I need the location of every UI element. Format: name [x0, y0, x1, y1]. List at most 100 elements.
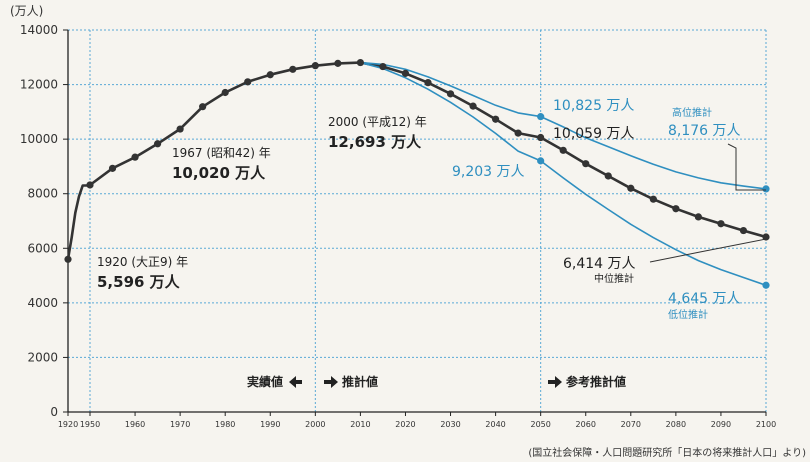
source-note: (国立社会保障・人口問題研究所「日本の将来推計人口」より): [528, 446, 806, 459]
point-marker: [762, 281, 770, 289]
point-marker: [762, 185, 770, 193]
point-marker: [672, 205, 680, 213]
annotation-high-2050: 10,825 万人: [553, 98, 634, 114]
point-marker: [469, 102, 477, 110]
tick-labels: 0 2000 4000 6000 8000 10000 12000 14000 1920 1950…: [20, 23, 776, 429]
x-tick-label: 1960: [125, 420, 145, 429]
y-unit-label: (万人): [10, 4, 43, 18]
x-tick-label: 1970: [170, 420, 190, 429]
point-marker: [604, 172, 612, 180]
point-marker: [266, 71, 274, 79]
point-marker: [356, 58, 364, 67]
series-markers: [64, 58, 770, 289]
x-tick-label: 2020: [395, 420, 415, 429]
annotation-1920-value: 5,596 万人: [97, 273, 181, 291]
phase-labels: 実績値 推計値 参考推計値: [247, 374, 626, 389]
x-tick-label: 2050: [530, 420, 550, 429]
annotation-low-2100: 4,645 万人 低位推計: [668, 291, 741, 321]
x-tick-label: 2060: [576, 420, 596, 429]
y-tick-label: 4000: [27, 296, 58, 310]
arrow-left-icon: [289, 376, 302, 388]
point-marker: [537, 157, 545, 165]
point-marker: [86, 181, 94, 189]
phase-label-actual: 実績値: [247, 374, 283, 389]
point-marker: [694, 213, 703, 221]
point-marker: [379, 62, 387, 71]
x-tick-label: 1920: [58, 420, 78, 429]
annotation-high-value: 8,176 万人: [668, 123, 741, 139]
annotation-1920-year: 1920 (大正9) 年: [97, 255, 188, 269]
point-marker: [334, 59, 342, 67]
point-marker: [582, 160, 590, 168]
y-tick-label: 14000: [20, 23, 58, 37]
annotation-low-label: 低位推計: [668, 308, 708, 321]
point-marker: [762, 233, 770, 241]
annotation-2000: 2000 (平成12) 年 12,693 万人: [328, 115, 427, 151]
y-tick-label: 6000: [27, 241, 58, 255]
phase-label-projection: 推計値: [342, 374, 378, 389]
x-tick-label: 2040: [485, 420, 505, 429]
annotation-1920: 1920 (大正9) 年 5,596 万人: [97, 255, 188, 291]
annotation-high-2100: 高位推計 8,176 万人: [668, 106, 766, 191]
point-marker: [424, 79, 432, 87]
series-line-4: [360, 61, 767, 287]
axes: [63, 29, 767, 416]
y-tick-label: 0: [50, 405, 58, 419]
point-marker: [64, 255, 72, 263]
y-tick-label: 12000: [20, 78, 58, 92]
point-marker: [649, 195, 657, 203]
point-marker: [108, 164, 117, 172]
point-marker: [311, 62, 319, 70]
point-marker: [401, 69, 410, 77]
annotation-mid-2050: 10,059 万人: [553, 126, 634, 142]
annotation-high-label: 高位推計: [672, 106, 712, 119]
x-tick-label: 2010: [350, 420, 370, 429]
annotation-mid-2100: 6,414 万人 中位推計: [563, 238, 767, 285]
y-tick-label: 8000: [27, 187, 58, 201]
point-marker: [739, 226, 748, 235]
point-marker: [446, 90, 455, 98]
x-tick-label: 2100: [756, 420, 776, 429]
point-marker: [244, 78, 252, 86]
point-marker: [717, 220, 725, 228]
annotation-1967-value: 10,020 万人: [172, 164, 266, 182]
point-marker: [176, 125, 184, 133]
point-marker: [199, 103, 207, 111]
point-marker: [627, 184, 635, 192]
x-tick-label: 2090: [711, 420, 731, 429]
point-marker: [492, 115, 500, 123]
arrow-right-icon: [324, 376, 338, 388]
annotation-mid-label: 中位推計: [594, 272, 634, 285]
series-line-3: [360, 61, 767, 190]
x-tick-label: 2080: [666, 420, 686, 429]
point-marker: [514, 129, 522, 137]
leader-mid: [649, 238, 767, 263]
y-tick-label: 2000: [27, 350, 58, 364]
point-marker: [154, 140, 162, 148]
x-tick-label: 1980: [215, 420, 235, 429]
point-marker: [537, 133, 545, 142]
annotation-2000-value: 12,693 万人: [328, 133, 422, 151]
grid: [68, 29, 767, 412]
series-line-1: [66, 61, 361, 260]
x-tick-label: 2000: [305, 420, 325, 429]
leader-high: [727, 143, 766, 191]
annotation-mid-value: 6,414 万人: [563, 256, 636, 272]
annotation-low-2050: 9,203 万人: [452, 164, 525, 180]
y-tick-label: 10000: [20, 132, 58, 146]
point-marker: [559, 146, 567, 154]
x-tick-label: 1990: [260, 420, 280, 429]
x-tick-label: 1950: [80, 420, 100, 429]
annotation-1967: 1967 (昭和42) 年 10,020 万人: [172, 146, 271, 182]
x-tick-label: 2070: [621, 420, 641, 429]
annotation-2000-year: 2000 (平成12) 年: [328, 115, 427, 129]
point-marker: [221, 88, 229, 97]
annotation-1967-year: 1967 (昭和42) 年: [172, 146, 271, 160]
point-marker: [537, 113, 545, 121]
point-marker: [131, 153, 139, 161]
annotation-low-value: 4,645 万人: [668, 291, 741, 307]
phase-label-reference: 参考推計値: [566, 374, 626, 389]
point-marker: [289, 65, 297, 73]
x-tick-label: 2030: [440, 420, 460, 429]
